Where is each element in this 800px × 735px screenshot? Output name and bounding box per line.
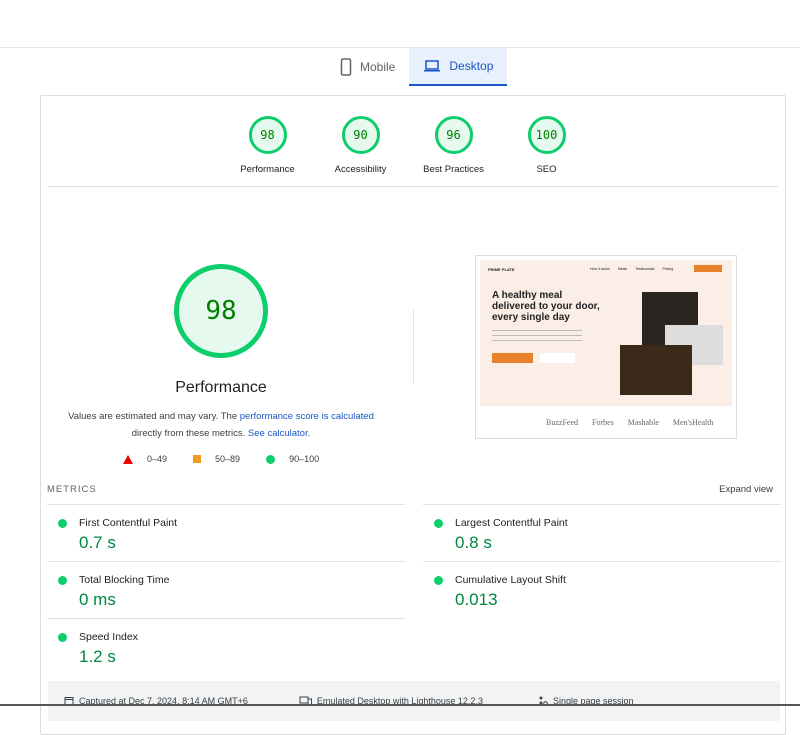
pass-circle-icon [58, 576, 67, 585]
final-screenshot[interactable]: PRIME PLATE How it works Meals Testimonial… [475, 255, 737, 439]
captured-text: Captured at Dec 7, 2024, 8:14 AM GMT+6 [79, 696, 248, 706]
pass-circle-icon [58, 519, 67, 528]
laptop-icon [424, 60, 441, 72]
gauge-score: 90 [341, 116, 380, 154]
nav-item: How it works [590, 267, 610, 271]
metric-value: 0.013 [455, 590, 498, 609]
brand: Forbes [592, 418, 614, 427]
gauge-accessibility[interactable]: 90 Accessibility [314, 116, 407, 175]
gauge-label: SEO [536, 164, 557, 175]
divider [413, 310, 414, 384]
device-tabs: Mobile Desktop [326, 48, 508, 86]
report-card: 98 Performance 90 Accessibility 96 Best Pra… [40, 95, 786, 735]
food-image [620, 345, 692, 395]
gauge-score: 96 [434, 116, 473, 154]
pass-circle-icon [266, 454, 276, 464]
metric-cls: Cumulative Layout Shift 0.013 [423, 561, 781, 618]
gauge-label: Accessibility [334, 164, 387, 175]
gauge-best-practices[interactable]: 96 Best Practices [407, 116, 500, 175]
tab-label: Mobile [360, 60, 396, 74]
gauge-label: Performance [240, 164, 295, 175]
tab-mobile[interactable]: Mobile [326, 48, 409, 86]
brand-logos: BuzzFeed Forbes Mashable Men'sHealth [486, 418, 713, 427]
metric-label: Largest Contentful Paint [455, 517, 568, 529]
gauge-score: 98 [248, 116, 287, 154]
metric-lcp: Largest Contentful Paint 0.8 s [423, 504, 781, 561]
metric-value: 0.7 s [79, 533, 116, 552]
run-info-footer: Captured at Dec 7, 2024, 8:14 AM GMT+6 E… [48, 681, 780, 721]
emulated-text: Emulated Desktop with Lighthouse 12.2.3 [316, 696, 483, 706]
metric-value: 0.8 s [455, 533, 492, 552]
nav-item: Pricing [662, 267, 674, 271]
gauge-score: 100 [527, 116, 566, 154]
gauge-label: Best Practices [423, 164, 484, 175]
nav-item: Meals [617, 267, 628, 271]
desc-text: Values are estimated and may vary. The [68, 411, 240, 422]
site-cta [694, 265, 722, 272]
tab-desktop[interactable]: Desktop [409, 48, 508, 86]
legend-average: 50–89 [215, 454, 241, 464]
fail-triangle-icon [123, 454, 133, 464]
performance-description: Values are estimated and may vary. The p… [61, 408, 381, 442]
performance-gauge: 98 [174, 264, 268, 358]
brand: Mashable [627, 418, 659, 427]
metric-value: 0 ms [79, 590, 116, 609]
site-headline: A healthy meal delivered to your door, e… [492, 290, 600, 323]
legend-pass: 90–100 [289, 454, 320, 464]
brand: Men'sHealth [672, 418, 714, 427]
brand: BuzzFeed [546, 418, 578, 427]
metric-tbt: Total Blocking Time 0 ms [47, 561, 405, 618]
site-logo: PRIME PLATE [488, 267, 515, 272]
metric-fcp: First Contentful Paint 0.7 s [47, 504, 405, 561]
session-text: Single page session [552, 696, 634, 706]
mobile-icon [340, 58, 352, 76]
site-nav: How it works Meals Testimonials Pricing [590, 267, 673, 271]
gauge-performance[interactable]: 98 Performance [221, 116, 314, 175]
category-gauges: 98 Performance 90 Accessibility 96 Best Pra… [221, 116, 593, 175]
site-button [492, 353, 533, 363]
bottom-border [0, 704, 800, 706]
session-info: Single page session [538, 696, 634, 706]
top-divider [0, 47, 800, 48]
metric-label: Total Blocking Time [79, 574, 170, 586]
average-square-icon [193, 455, 202, 463]
score-calculated-link[interactable]: performance score is calculated [239, 411, 374, 422]
tab-label: Desktop [449, 59, 494, 73]
site-paragraph [492, 328, 582, 342]
screenshot-hero: PRIME PLATE How it works Meals Testimonial… [480, 260, 732, 406]
site-button [540, 353, 575, 363]
metric-label: Cumulative Layout Shift [455, 574, 566, 586]
performance-title: Performance [175, 379, 267, 396]
desc-text: directly from these metrics. [131, 428, 248, 439]
metrics-header: METRICS [47, 484, 97, 495]
expand-view-button[interactable]: Expand view [719, 484, 773, 495]
score-legend: 0–49 50–89 90–100 [123, 454, 319, 464]
metric-label: Speed Index [79, 631, 138, 643]
nav-item: Testimonials [635, 267, 655, 271]
pass-circle-icon [434, 576, 443, 585]
pass-circle-icon [58, 633, 67, 642]
see-calculator-link[interactable]: See calculator. [247, 428, 311, 439]
metric-label: First Contentful Paint [79, 517, 178, 529]
legend-fail: 0–49 [147, 454, 168, 464]
divider [48, 186, 778, 187]
session-icon [539, 696, 548, 706]
pass-circle-icon [434, 519, 443, 528]
metric-si: Speed Index 1.2 s [47, 618, 405, 675]
gauge-seo[interactable]: 100 SEO [500, 116, 593, 175]
metric-value: 1.2 s [79, 647, 116, 666]
